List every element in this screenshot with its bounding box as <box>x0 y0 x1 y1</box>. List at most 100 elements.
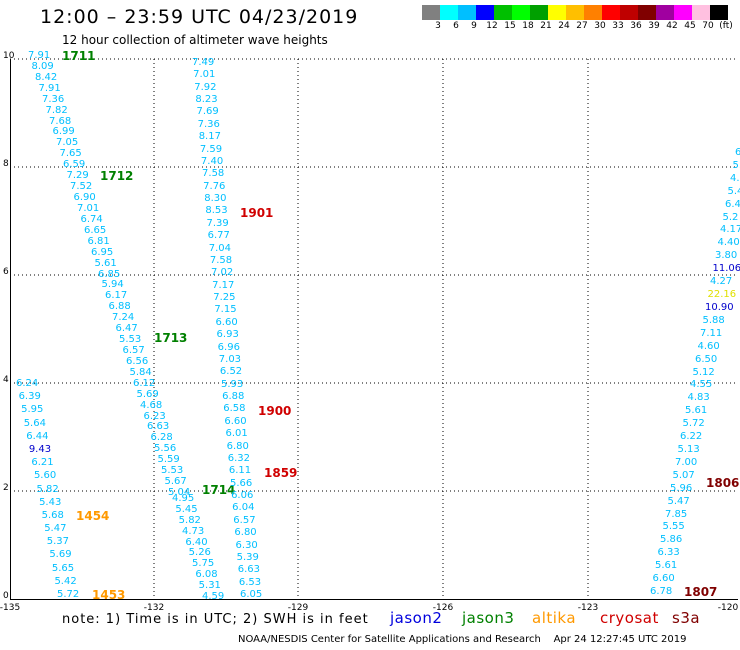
x-tick-label: -135 <box>0 603 21 613</box>
wave-height-value: 6.95 <box>91 246 114 258</box>
wave-height-value: 8.42 <box>35 71 58 83</box>
wave-height-value: 7.01 <box>193 69 216 81</box>
wave-height-value: 7.76 <box>203 180 226 192</box>
pass-time-label: 1714 <box>202 483 236 497</box>
wave-height-value: 6.22 <box>680 431 703 443</box>
wave-height-value: 6.04 <box>232 502 255 514</box>
wave-height-value: 6.12 <box>133 377 156 389</box>
wave-height-value: 6. <box>735 147 740 158</box>
wave-height-value: 8.23 <box>195 94 218 106</box>
wave-height-value: 4.17 <box>720 224 740 236</box>
pass-time-label: 1806 <box>706 476 740 490</box>
color-scale-label: 36 <box>630 21 642 31</box>
wave-height-value: 6.56 <box>126 355 149 367</box>
color-scale-label: 3 <box>435 21 441 31</box>
wave-height-value: 6.80 <box>226 440 249 452</box>
x-tick-label: -123 <box>577 603 599 613</box>
wave-height-value: 7.65 <box>59 148 82 160</box>
wave-height-value: 6.77 <box>207 230 230 242</box>
wave-height-value: 6.63 <box>147 421 170 433</box>
wave-height-value: 7.59 <box>199 143 223 155</box>
wave-height-value: 6.24 <box>16 378 39 389</box>
wave-height-value: 6.39 <box>18 391 41 403</box>
wave-height-value: 5.61 <box>94 257 117 269</box>
map-frame <box>10 59 738 600</box>
wave-height-value: 5.53 <box>161 465 184 477</box>
wave-height-value: 4.68 <box>140 399 163 411</box>
color-scale-labels: 3 6 9 12 15 18 21 24 27 30 33 36 39 42 45 70 (ft) <box>422 21 740 33</box>
wave-height-value: 7.11 <box>700 327 723 339</box>
wave-height-value: 5.88 <box>702 314 725 326</box>
wave-height-value: 7.85 <box>665 508 688 520</box>
wave-height-value: 6.32 <box>227 452 250 464</box>
pass-time-label: 1900 <box>258 404 292 418</box>
color-swatch <box>530 5 548 20</box>
wave-height-value: 7.39 <box>206 217 229 229</box>
wave-height-value: 6.74 <box>80 213 103 225</box>
wave-height-value: 6.60 <box>652 573 675 585</box>
wave-height-value: 5.82 <box>36 483 59 495</box>
wave-height-value: 5.47 <box>667 495 690 507</box>
wave-height-value: 7.36 <box>197 118 220 130</box>
wave-height-value: 5.61 <box>685 405 708 417</box>
color-swatch <box>476 5 494 20</box>
color-swatch <box>422 5 440 20</box>
wave-height-value: 5.84 <box>129 366 152 378</box>
wave-height-value: 5.69 <box>49 549 72 561</box>
units-note: note: 1) Time is in UTC; 2) SWH is in fe… <box>62 612 369 627</box>
wave-height-value: 6.33 <box>657 547 680 559</box>
wave-height-value: 7.91 <box>38 82 61 94</box>
wave-height-value: 6.01 <box>225 428 248 440</box>
wave-height-value: 5. <box>732 159 740 171</box>
wave-height-value: 9.43 <box>28 443 52 455</box>
wave-height-value: 6.11 <box>228 465 252 477</box>
wave-height-value: 6.53 <box>238 576 262 588</box>
wave-height-value: 5.4 <box>727 185 740 197</box>
wave-height-value: 5.39 <box>236 551 259 563</box>
wave-height-value: 5.12 <box>692 366 715 378</box>
color-scale-label: 15 <box>504 21 516 31</box>
color-scale-label: 27 <box>576 21 588 31</box>
wave-height-value: 5.59 <box>157 454 180 466</box>
legend-item-cryosat: cryosat <box>600 609 659 627</box>
wave-height-value: 8.30 <box>204 193 227 205</box>
wave-height-value: 4.59 <box>202 591 225 602</box>
wave-height-value: 5.66 <box>229 477 253 489</box>
wave-height-value: 6.81 <box>87 235 110 247</box>
wave-height-value: 4.83 <box>687 392 710 404</box>
wave-height-value: 6.05 <box>240 589 263 600</box>
color-scale <box>422 5 728 20</box>
color-swatch <box>512 5 530 20</box>
pass-time-label: 1453 <box>92 588 126 602</box>
wave-height-value: 6.17 <box>105 290 128 302</box>
wave-height-value: 3.80 <box>715 250 738 262</box>
legend-item-altika: altika <box>532 609 577 627</box>
y-tick-label: 6 <box>3 267 9 277</box>
wave-height-value: 6.60 <box>224 415 247 427</box>
wave-height-value: 5.53 <box>119 334 142 346</box>
x-tick-label: -132 <box>143 603 165 613</box>
wave-height-value: 5.04 <box>168 487 191 498</box>
y-tick-label: 4 <box>3 375 9 385</box>
wave-height-value: 5.67 <box>164 476 187 488</box>
wave-height-value: 7.49 <box>192 57 215 68</box>
wave-height-value: 5.2 <box>722 211 739 223</box>
pass-time-label: 1713 <box>154 331 188 345</box>
wave-height-value: 7.00 <box>675 456 698 468</box>
color-swatch <box>710 5 728 20</box>
wave-height-value: 10.90 <box>705 301 734 313</box>
wave-height-value: 7.25 <box>213 292 236 304</box>
wave-height-value: 5.64 <box>23 417 46 429</box>
wave-height-value: 7.58 <box>209 254 233 266</box>
color-scale-label: 12 <box>486 21 498 31</box>
wave-height-value: 6.21 <box>31 457 54 469</box>
wave-height-value: 6.90 <box>73 192 96 204</box>
wave-height-value: 7.36 <box>42 93 65 105</box>
wave-height-value: 4. <box>730 172 740 184</box>
wave-height-value: 6.93 <box>216 329 239 341</box>
wave-height-value: 5.95 <box>21 404 44 416</box>
wave-height-value: 5.43 <box>39 496 62 508</box>
page-title: 12:00 – 23:59 UTC 04/23/2019 <box>40 6 359 28</box>
wave-height-value: 5.45 <box>175 503 198 515</box>
